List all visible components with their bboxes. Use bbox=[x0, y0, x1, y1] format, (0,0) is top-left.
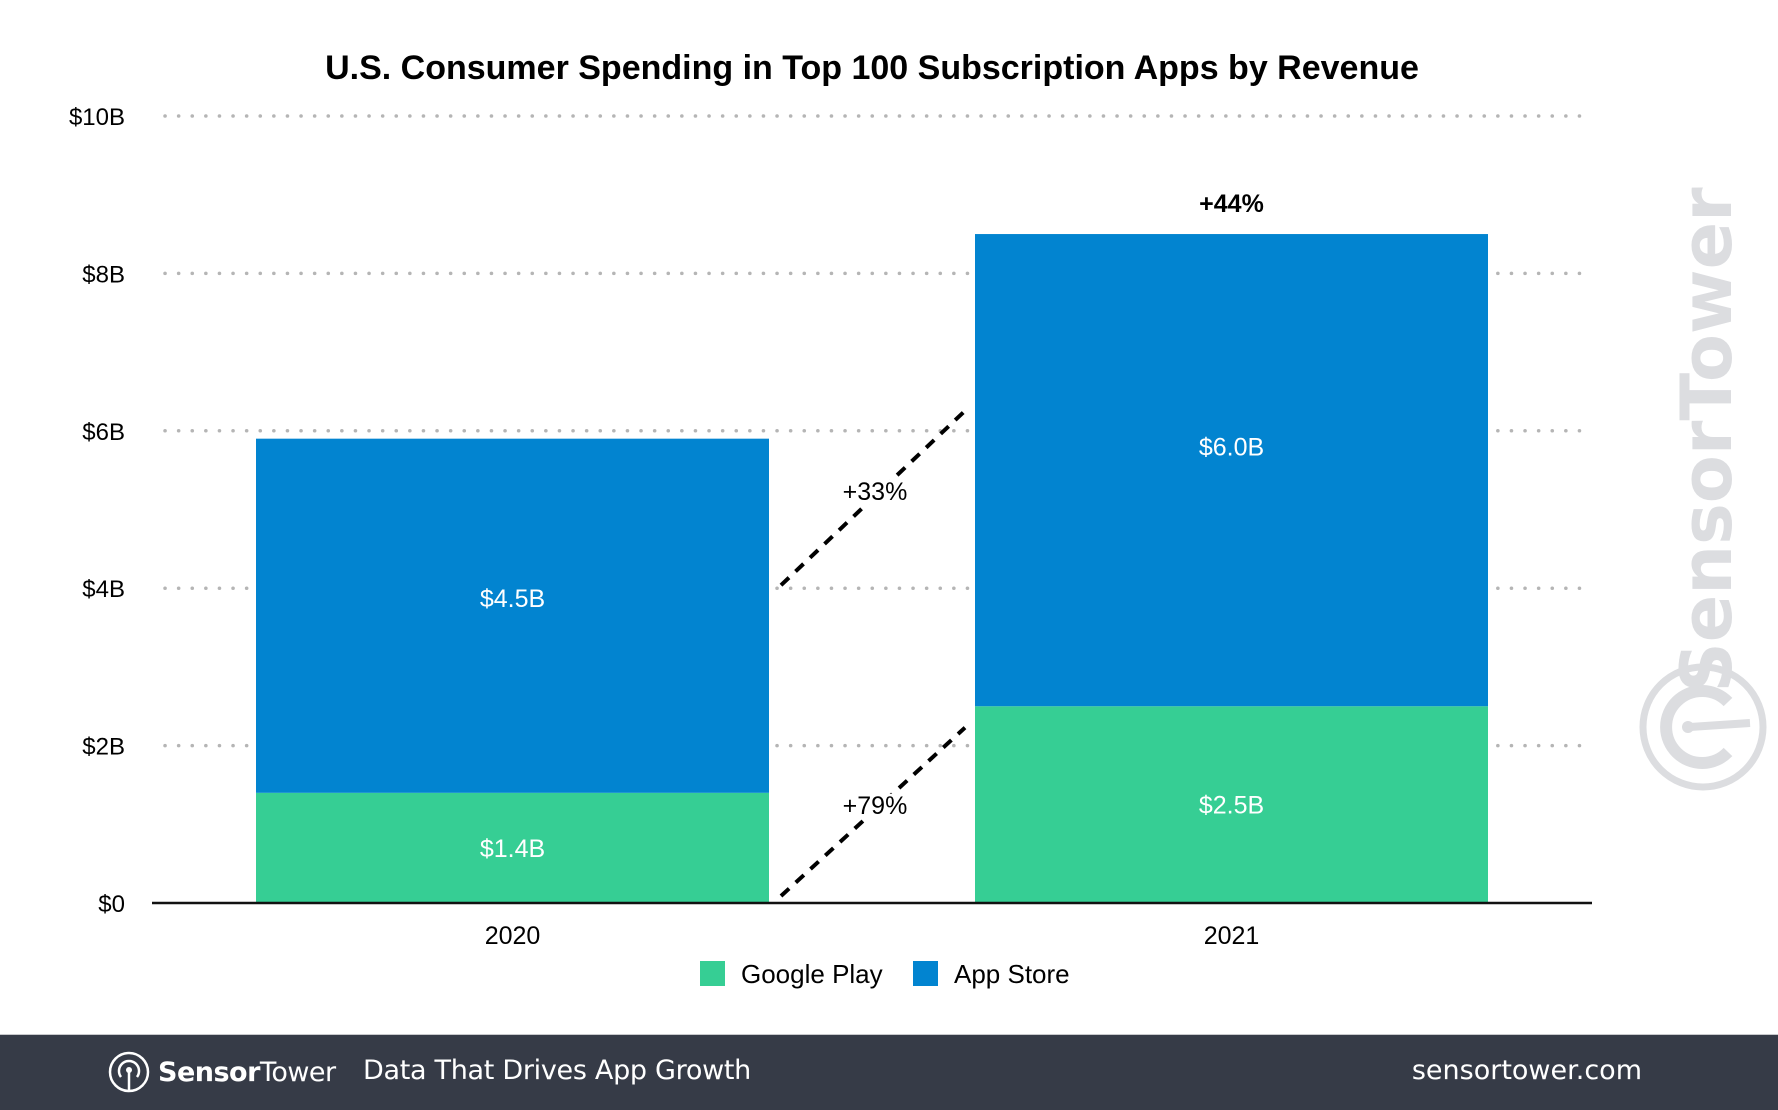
bars: $1.4B $4.5B $2.5B $6.0B bbox=[256, 234, 1488, 903]
total-growth-annotation: +44% bbox=[1199, 190, 1264, 218]
y-tick-label: $10B bbox=[69, 104, 125, 131]
x-axis: 2020 2021 bbox=[485, 922, 1260, 950]
bar-value-label: $2.5B bbox=[1199, 792, 1264, 820]
y-tick-label: $2B bbox=[82, 734, 125, 761]
y-tick-label: $4B bbox=[82, 576, 125, 603]
legend-label-app-store: App Store bbox=[954, 959, 1070, 989]
watermark-text: SensorTower bbox=[1666, 187, 1748, 693]
google-play-growth-annotation: +79% bbox=[843, 792, 908, 820]
bar-value-label: $1.4B bbox=[480, 835, 545, 863]
google-play-growth-annotation-bg bbox=[839, 793, 911, 818]
watermark: SensorTower bbox=[1639, 187, 1767, 791]
y-tick-label: $0 bbox=[98, 891, 125, 918]
chart-title: U.S. Consumer Spending in Top 100 Subscr… bbox=[325, 49, 1419, 87]
legend-swatch-app-store bbox=[913, 961, 938, 986]
y-tick-label: $8B bbox=[82, 261, 125, 288]
y-tick-label: $6B bbox=[82, 419, 125, 446]
legend-swatch-google-play bbox=[700, 961, 725, 986]
y-axis: $0 $2B $4B $6B $8B $10B bbox=[69, 104, 125, 918]
bar-value-label: $4.5B bbox=[480, 585, 545, 613]
footer-website-link[interactable]: sensortower.com bbox=[1411, 1055, 1642, 1086]
legend: Google Play App Store bbox=[700, 959, 1070, 989]
footer-brand: Sensor Tower bbox=[108, 1048, 336, 1096]
sensortower-logo-icon bbox=[108, 1051, 150, 1093]
bar-google-play-2020 bbox=[256, 792, 769, 903]
app-store-growth-annotation: +33% bbox=[843, 478, 908, 506]
x-tick-label-2020: 2020 bbox=[485, 922, 541, 950]
watermark-logo-icon bbox=[1639, 663, 1767, 791]
bar-google-play-2021 bbox=[975, 706, 1488, 903]
brand-name-light: Tower bbox=[259, 1056, 336, 1088]
legend-label-google-play: Google Play bbox=[741, 959, 883, 989]
footer-tagline: Data That Drives App Growth bbox=[363, 1055, 751, 1086]
footer-bar: Sensor Tower Data That Drives App Growth … bbox=[0, 1034, 1778, 1110]
bar-app-store-2020 bbox=[256, 438, 769, 793]
x-tick-label-2021: 2021 bbox=[1204, 922, 1260, 950]
bar-app-store-2021 bbox=[975, 234, 1488, 707]
chart: U.S. Consumer Spending in Top 100 Subscr… bbox=[69, 49, 1767, 989]
annotations: +44% +33% +79% bbox=[779, 190, 1264, 898]
bar-value-label: $6.0B bbox=[1199, 434, 1264, 462]
app-store-growth-annotation-bg bbox=[839, 480, 911, 504]
brand-name-bold: Sensor bbox=[158, 1056, 260, 1088]
